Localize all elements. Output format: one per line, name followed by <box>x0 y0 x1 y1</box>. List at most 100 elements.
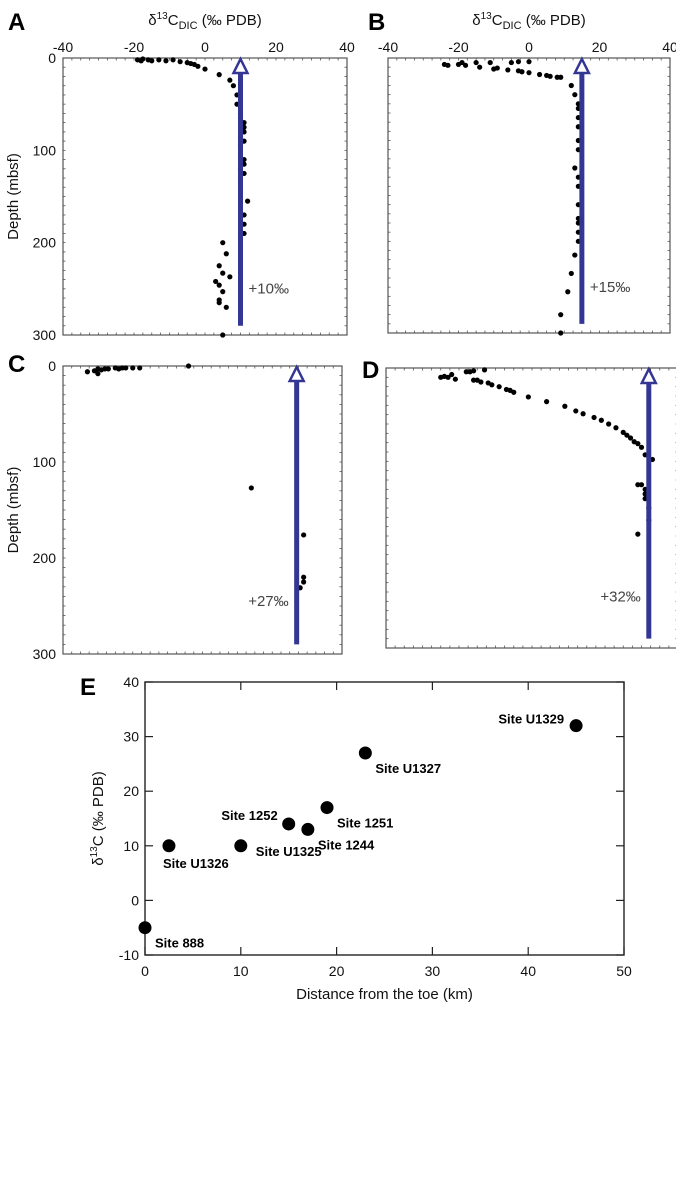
data-point <box>562 403 568 409</box>
site-point <box>162 839 176 853</box>
site-point <box>301 822 315 836</box>
data-point <box>245 198 251 204</box>
x-tick-label: -20 <box>448 39 468 55</box>
x-axis-title: Distance from the toe (km) <box>296 986 473 1003</box>
trend-arrow-label: +32‰ <box>600 588 640 605</box>
site-point <box>569 719 583 733</box>
data-point <box>163 58 169 64</box>
data-point <box>227 274 233 280</box>
y-axis-title: Depth (mbsf) <box>5 153 22 240</box>
data-point <box>613 425 619 431</box>
site-point <box>282 817 296 831</box>
y-tick-label: 0 <box>131 892 139 908</box>
trend-arrow-label: +10‰ <box>249 280 289 297</box>
x-tick-label: 40 <box>662 39 676 55</box>
data-point <box>558 330 564 336</box>
data-point <box>635 482 641 488</box>
site-label: Site 1252 <box>221 808 277 823</box>
data-point <box>547 73 553 79</box>
data-point <box>568 270 574 277</box>
data-point <box>462 62 469 68</box>
panel-letter: A <box>8 9 25 36</box>
minor-ticks <box>387 57 671 334</box>
site-label: Site 888 <box>155 936 204 951</box>
site-point <box>234 839 248 853</box>
y-tick-label: 200 <box>33 550 57 566</box>
x-axis-title: δ13CDIC (‰ PDB) <box>148 11 261 32</box>
panel-c: C 0 100 200 300 Depth (mbsf) +27‰ <box>5 351 343 662</box>
data-point <box>195 63 201 69</box>
data-point <box>477 64 483 70</box>
data-point <box>220 332 226 338</box>
data-point <box>606 421 612 427</box>
data-point <box>156 57 162 63</box>
minor-ticks <box>62 57 348 336</box>
data-point <box>220 270 226 276</box>
data-point <box>137 365 143 371</box>
trend-arrow-label: +15‰ <box>590 279 630 296</box>
data-point <box>449 371 455 378</box>
plot-frame <box>62 57 348 336</box>
data-point <box>536 71 543 78</box>
site-label: Site U1325 <box>256 844 322 859</box>
panel-letter: E <box>80 674 96 701</box>
data-point <box>572 252 578 258</box>
data-point <box>481 367 488 373</box>
data-point <box>478 379 484 385</box>
data-point <box>598 417 604 423</box>
data-point <box>494 65 500 71</box>
x-tick-label: 10 <box>233 963 249 979</box>
data-point <box>487 59 493 66</box>
plot-frame <box>144 681 625 956</box>
data-point <box>216 72 222 78</box>
data-point <box>459 59 465 66</box>
data-point <box>452 376 458 382</box>
y-tick-label: 40 <box>123 674 139 690</box>
data-point <box>635 531 641 537</box>
y-tick-label: 200 <box>33 235 57 251</box>
data-point <box>230 83 236 89</box>
data-point <box>445 374 451 380</box>
data-point <box>519 69 525 75</box>
data-point <box>223 251 229 257</box>
data-point <box>149 58 155 64</box>
data-point <box>580 411 586 417</box>
data-point <box>463 369 469 375</box>
trend-arrow-head <box>572 56 591 75</box>
data-point <box>620 429 626 435</box>
y-tick-label: 300 <box>33 646 57 662</box>
site-label: Site 1244 <box>318 837 375 852</box>
minor-ticks <box>62 365 343 655</box>
y-tick-label: 100 <box>33 454 57 470</box>
y-tick-label: 10 <box>123 838 139 854</box>
x-tick-label: 40 <box>520 963 536 979</box>
data-point <box>473 59 479 66</box>
data-point <box>471 368 477 374</box>
data-point <box>471 377 477 383</box>
data-point <box>511 389 517 395</box>
site-point <box>358 746 372 760</box>
data-point <box>220 240 226 246</box>
data-point <box>496 384 502 390</box>
data-point <box>213 278 219 285</box>
data-point <box>525 394 531 400</box>
x-tick-label: 20 <box>329 963 345 979</box>
data-point <box>170 57 176 63</box>
data-point <box>301 574 307 580</box>
data-point <box>544 399 550 405</box>
site-label: Site U1327 <box>375 761 441 776</box>
x-tick-label: 20 <box>592 39 608 55</box>
data-point <box>624 432 630 438</box>
data-point <box>526 70 532 76</box>
data-point <box>627 435 634 441</box>
x-tick-label: -40 <box>53 39 73 55</box>
data-point <box>445 62 451 68</box>
site-label: Site 1251 <box>337 816 393 831</box>
data-point <box>105 366 111 372</box>
y-axis-title: δ13C (‰ PDB) <box>89 771 107 865</box>
data-point <box>565 289 571 295</box>
data-point <box>505 67 511 73</box>
data-point <box>95 371 101 377</box>
data-point <box>558 312 564 318</box>
